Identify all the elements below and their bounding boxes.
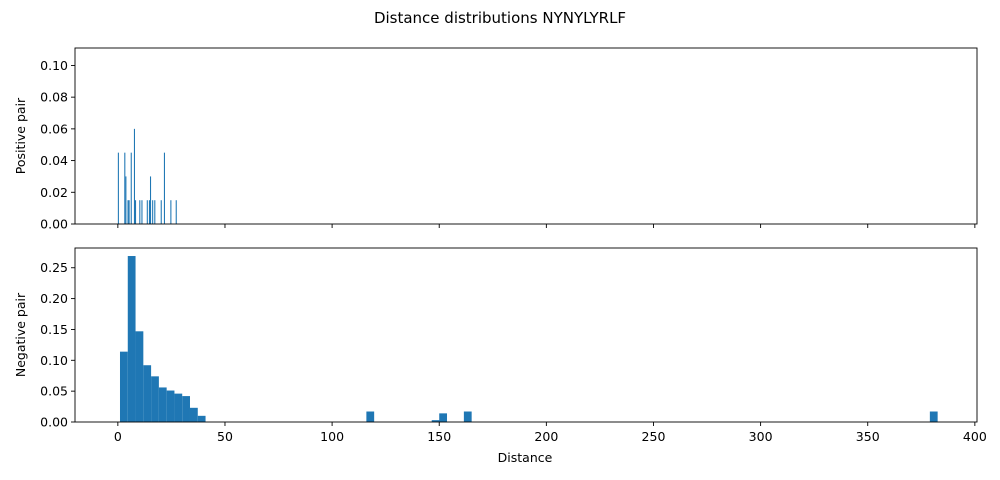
- xtick-label-5: 250: [642, 429, 666, 444]
- positive-bar-6: [133, 128, 135, 224]
- positive-bar-1: [124, 152, 126, 224]
- positive-bar-8: [139, 200, 141, 224]
- positive-bar-14: [154, 200, 156, 224]
- positive-bar-7: [134, 200, 137, 224]
- positive-bar-18: [175, 200, 177, 224]
- negative-ytick-label-1: 0.05: [40, 384, 68, 399]
- negative-ytick-label-3: 0.15: [40, 322, 68, 337]
- negative-bar-2: [135, 331, 144, 422]
- positive-ytick-label-0: 0.00: [40, 217, 68, 232]
- positive-bar-5: [130, 152, 132, 224]
- xtick-label-0: 0: [114, 429, 122, 444]
- positive-bar-15: [160, 200, 162, 224]
- positive-bar-4: [128, 200, 130, 224]
- negative-bar-11: [366, 411, 375, 422]
- negative-ytick-label-2: 0.10: [40, 353, 68, 368]
- negative-bar-13: [439, 413, 448, 422]
- negative-ytick-label-5: 0.25: [40, 260, 68, 275]
- positive-bar-11: [148, 200, 150, 224]
- positive-axes-frame: [74, 47, 978, 225]
- y-axis-label-negative: Negative pair: [13, 292, 28, 377]
- negative-bar-10: [197, 415, 206, 422]
- positive-ytick-label-3: 0.06: [40, 121, 68, 136]
- positive-pair-panel: 0.00 0.02 0.04 0.06 0.08 0.10: [40, 47, 978, 232]
- negative-bar-6: [166, 390, 175, 422]
- negative-ytick-label-4: 0.20: [40, 291, 68, 306]
- positive-bar-17: [170, 200, 172, 224]
- negative-bar-5: [158, 387, 167, 422]
- positive-bar-13: [152, 200, 154, 224]
- positive-ytick-label-1: 0.02: [40, 185, 68, 200]
- xtick-label-4: 200: [534, 429, 558, 444]
- negative-bar-8: [182, 396, 190, 422]
- positive-bar-10: [146, 200, 148, 224]
- xtick-label-1: 50: [217, 429, 233, 444]
- negative-axes-frame: [74, 247, 978, 423]
- negative-ytick-label-0: 0.00: [40, 415, 68, 430]
- positive-ytick-label-4: 0.08: [40, 90, 68, 105]
- y-axis-label-positive: Positive pair: [13, 97, 28, 174]
- positive-bar-3: [127, 200, 129, 224]
- positive-ytick-label-2: 0.04: [40, 153, 68, 168]
- xtick-label-2: 100: [320, 429, 344, 444]
- positive-bar-12: [149, 176, 152, 224]
- negative-bar-12: [431, 420, 440, 422]
- negative-bar-0: [119, 351, 128, 422]
- xtick-label-3: 150: [427, 429, 451, 444]
- negative-bar-15: [929, 411, 938, 422]
- negative-bar-9: [189, 407, 198, 422]
- negative-bar-1: [127, 256, 136, 422]
- positive-ytick-label-5: 0.10: [40, 58, 68, 73]
- chart-title: Distance distributions NYNYLYRLF: [374, 9, 626, 27]
- xtick-label-7: 350: [856, 429, 880, 444]
- x-axis-label: Distance: [498, 450, 553, 465]
- negative-bar-4: [151, 376, 159, 422]
- positive-bar-16: [163, 152, 165, 224]
- positive-bar-0: [117, 152, 119, 224]
- negative-bar-14: [463, 411, 472, 422]
- negative-bar-3: [143, 365, 152, 422]
- xtick-label-8: 400: [963, 429, 987, 444]
- negative-bar-7: [174, 393, 183, 422]
- positive-bar-9: [141, 200, 143, 224]
- positive-bar-2: [125, 176, 127, 224]
- xtick-label-6: 300: [749, 429, 773, 444]
- negative-pair-panel: 0.00 0.05 0.10 0.15 0.20 0.25 0 50 100 150 200 250 3…: [40, 247, 987, 444]
